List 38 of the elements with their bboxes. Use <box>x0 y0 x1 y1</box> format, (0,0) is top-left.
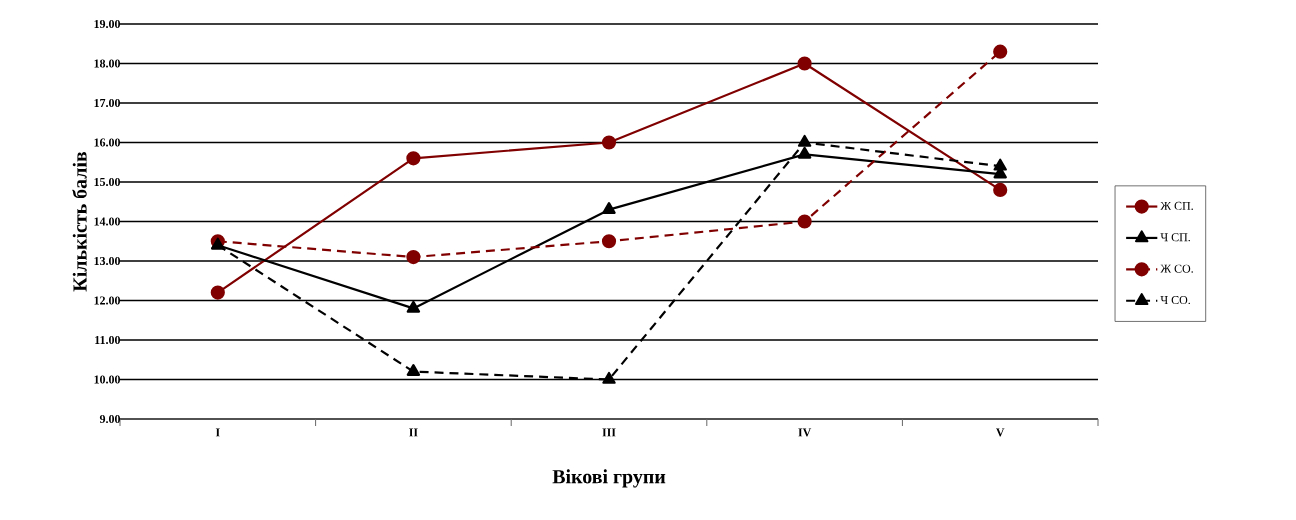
point <box>601 234 617 249</box>
y-tick-label: 11.00 <box>95 335 121 345</box>
y-tick-label: 19.00 <box>94 19 121 29</box>
x-tick-label: II <box>409 428 418 437</box>
point <box>210 285 225 300</box>
y-tick-label: 18.00 <box>94 59 121 68</box>
point <box>797 56 812 71</box>
x-axis-title: Вікові групи <box>552 469 666 488</box>
point <box>602 202 616 214</box>
point <box>993 158 1007 171</box>
point <box>406 364 421 376</box>
y-tick-label: 17.00 <box>94 98 121 108</box>
point <box>406 151 421 166</box>
point <box>993 182 1008 197</box>
y-tick-label: 13.00 <box>94 256 121 266</box>
point <box>797 146 812 159</box>
point <box>797 134 812 147</box>
legend-label: Ч СО. <box>1160 296 1190 305</box>
point <box>406 249 421 265</box>
x-tick-label: III <box>602 428 616 437</box>
point <box>993 44 1008 59</box>
point <box>602 371 616 384</box>
point <box>797 214 812 229</box>
point <box>601 135 617 150</box>
point <box>406 300 421 313</box>
x-tick-label: V <box>996 428 1005 437</box>
y-tick-label: 14.00 <box>94 217 121 226</box>
legend-label: Ж СП. <box>1160 201 1193 210</box>
y-tick-label: 10.00 <box>94 375 121 384</box>
y-tick-label: 12.00 <box>94 296 121 305</box>
x-tick-label: IV <box>798 428 812 437</box>
legend-label: Ч СП. <box>1160 233 1190 242</box>
y-tick-label: 16.00 <box>94 138 121 147</box>
legend-label: Ж СО. <box>1160 264 1193 273</box>
x-tick-label: I <box>215 428 220 437</box>
y-tick-label: 15.00 <box>94 177 121 187</box>
y-tick-label: 9.00 <box>99 414 121 424</box>
y-axis-title: Кількість балів <box>72 151 87 292</box>
